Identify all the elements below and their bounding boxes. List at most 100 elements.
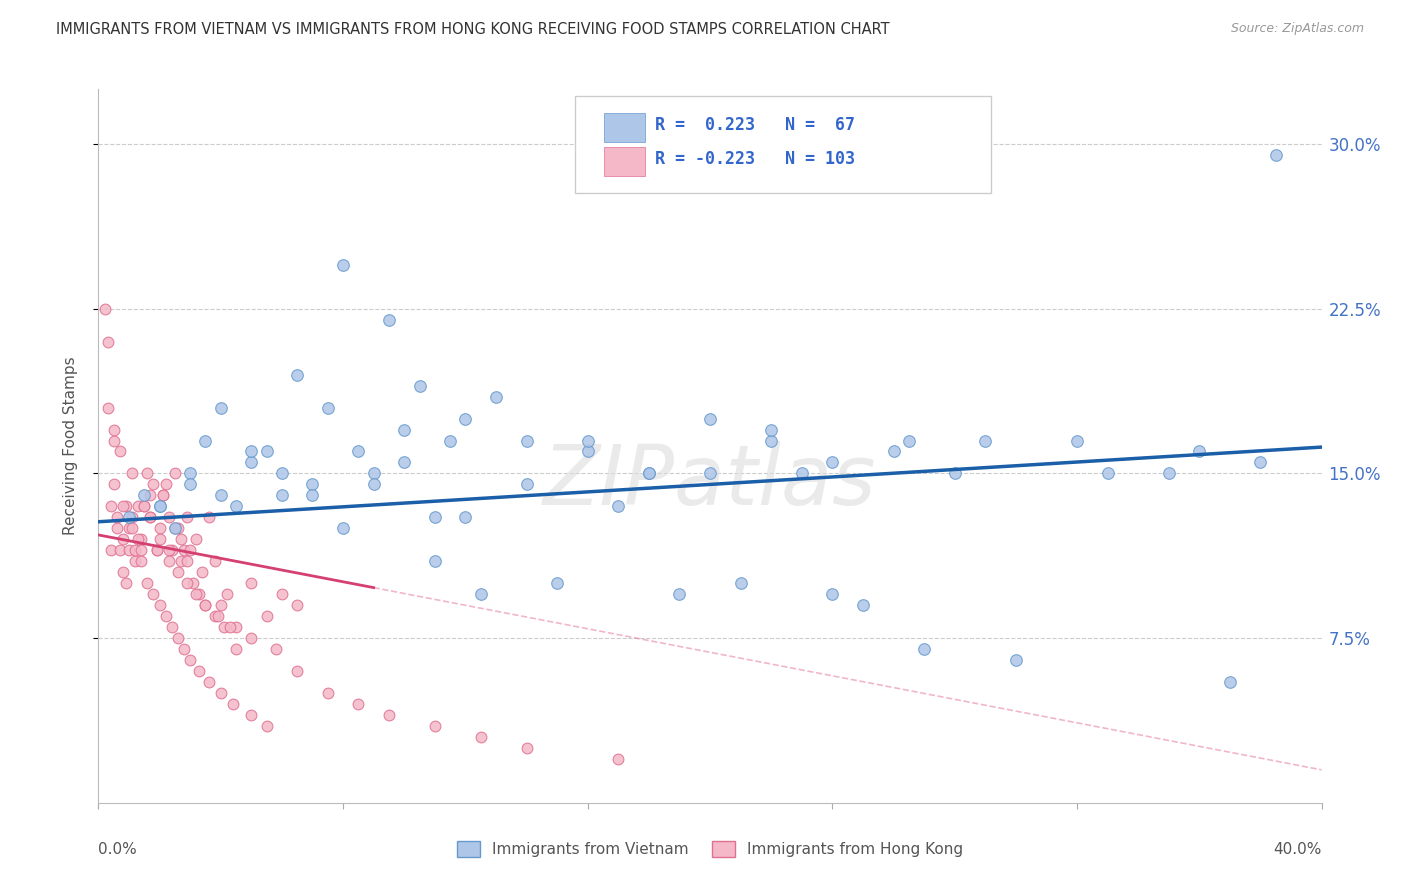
Point (139, 510, 162, 524)
Point (207, 609, 229, 624)
Point (103, 423, 125, 437)
FancyBboxPatch shape (603, 147, 645, 177)
Point (209, 488, 232, 502)
Point (167, 521, 190, 535)
Point (516, 477, 538, 491)
Point (160, 543, 183, 558)
Point (136, 467, 159, 481)
Point (240, 631, 263, 645)
Point (142, 587, 165, 601)
FancyBboxPatch shape (603, 112, 645, 142)
Point (129, 543, 152, 558)
Text: R = -0.223   N = 103: R = -0.223 N = 103 (655, 150, 855, 168)
Point (301, 488, 323, 502)
Point (821, 455, 844, 469)
Point (240, 576, 263, 591)
Point (145, 543, 167, 558)
Point (285, 368, 308, 382)
Text: 40.0%: 40.0% (1274, 842, 1322, 857)
Point (423, 554, 446, 568)
Point (225, 620, 247, 634)
Point (423, 719, 446, 733)
Point (270, 587, 294, 601)
Point (1250, 455, 1272, 469)
Point (363, 477, 385, 491)
Point (668, 587, 690, 601)
Point (516, 740, 538, 755)
Point (392, 423, 416, 437)
Point (607, 500, 630, 514)
Point (204, 554, 226, 568)
Point (100, 543, 122, 558)
Point (316, 686, 339, 700)
Point (454, 411, 477, 425)
Point (215, 587, 238, 601)
Point (363, 467, 385, 481)
Point (761, 423, 783, 437)
Point (127, 533, 149, 547)
Point (222, 697, 245, 711)
Point (761, 434, 783, 448)
Point (209, 598, 232, 612)
Point (142, 477, 165, 491)
Text: Source: ZipAtlas.com: Source: ZipAtlas.com (1230, 22, 1364, 36)
Point (470, 730, 492, 744)
Point (285, 664, 308, 678)
Point (136, 576, 159, 591)
Point (118, 521, 141, 535)
Point (179, 467, 201, 481)
Point (173, 543, 195, 558)
Point (204, 609, 226, 624)
Point (149, 521, 172, 535)
Point (129, 533, 152, 547)
Point (897, 434, 920, 448)
Point (139, 510, 162, 524)
Point (124, 554, 146, 568)
Point (179, 543, 201, 558)
Text: R =  0.223   N =  67: R = 0.223 N = 67 (655, 116, 855, 134)
Point (121, 510, 143, 524)
Point (546, 576, 568, 591)
Point (316, 401, 339, 415)
Point (160, 620, 183, 634)
Point (134, 500, 156, 514)
Point (256, 444, 278, 458)
Point (332, 258, 354, 272)
Point (225, 642, 247, 657)
Point (607, 752, 630, 766)
Point (115, 576, 138, 591)
Point (152, 488, 174, 502)
Point (576, 434, 599, 448)
Point (121, 521, 143, 535)
Point (127, 500, 149, 514)
Point (181, 576, 204, 591)
Point (347, 444, 370, 458)
Point (163, 521, 186, 535)
Legend: Immigrants from Vietnam, Immigrants from Hong Kong: Immigrants from Vietnam, Immigrants from… (451, 835, 969, 863)
Point (197, 510, 219, 524)
FancyBboxPatch shape (575, 96, 991, 193)
Point (105, 510, 128, 524)
Point (176, 554, 198, 568)
Point (118, 510, 141, 524)
Point (1219, 675, 1241, 690)
Point (332, 521, 354, 535)
Point (167, 566, 190, 580)
Point (638, 467, 661, 481)
Point (194, 434, 217, 448)
Point (170, 533, 193, 547)
Point (155, 609, 177, 624)
Point (378, 708, 401, 723)
Point (392, 455, 416, 469)
Point (163, 467, 186, 481)
Point (730, 576, 752, 591)
Point (139, 488, 162, 502)
Point (111, 566, 134, 580)
Point (821, 587, 844, 601)
Point (790, 467, 813, 481)
Point (219, 620, 242, 634)
Point (176, 510, 198, 524)
Point (108, 444, 131, 458)
Point (97, 401, 120, 415)
Point (157, 510, 180, 524)
